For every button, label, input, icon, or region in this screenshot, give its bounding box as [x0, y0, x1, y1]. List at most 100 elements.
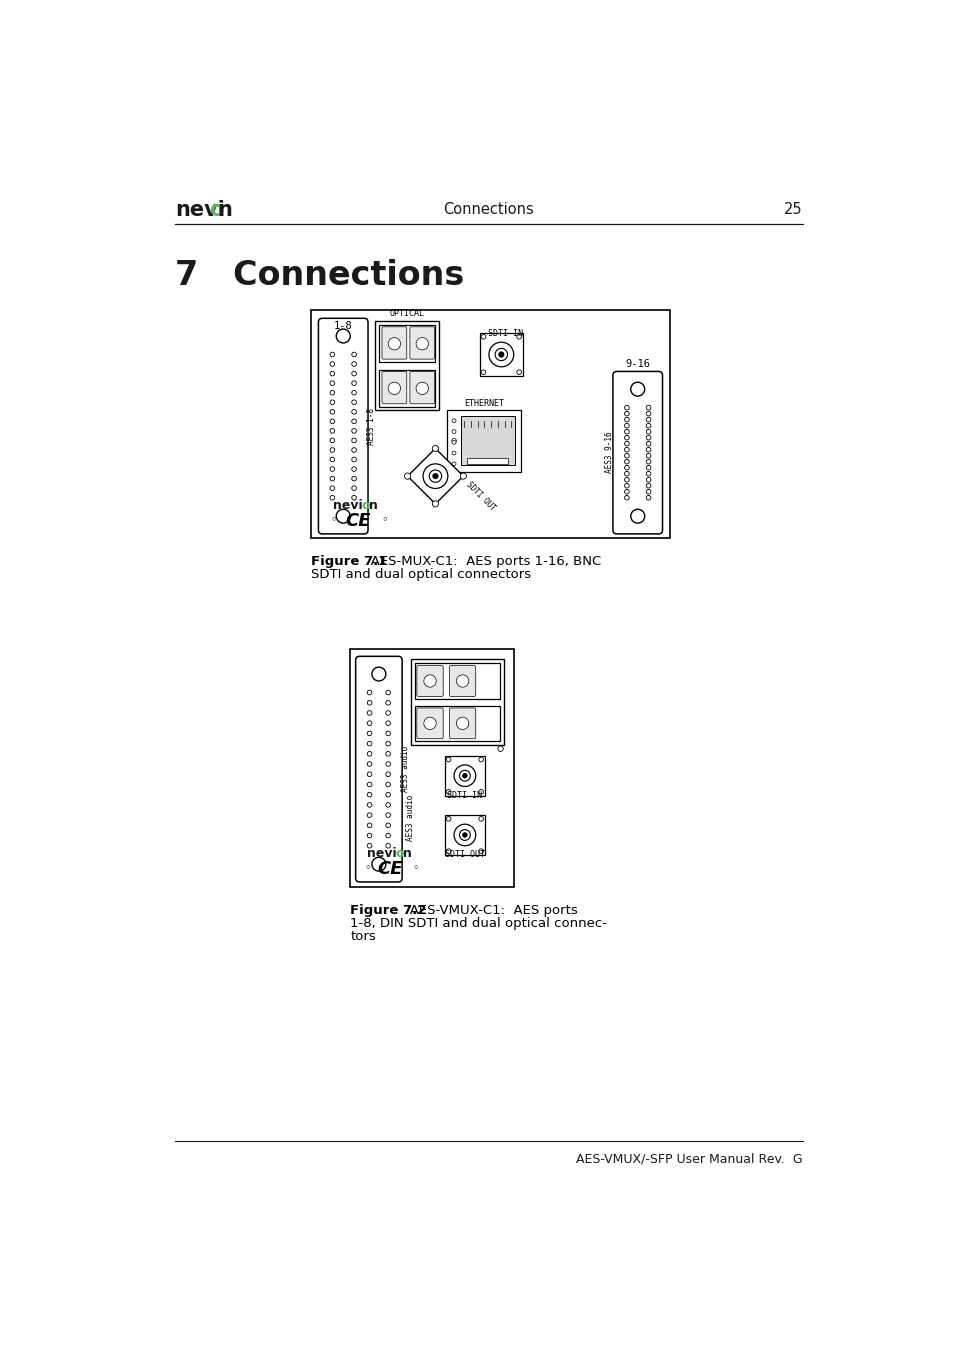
- Circle shape: [495, 348, 507, 360]
- Circle shape: [385, 792, 390, 796]
- Circle shape: [624, 454, 629, 458]
- Circle shape: [352, 400, 356, 405]
- Bar: [350, 648, 514, 887]
- Circle shape: [330, 477, 335, 481]
- Circle shape: [645, 429, 650, 433]
- Circle shape: [388, 382, 400, 394]
- Circle shape: [367, 813, 372, 817]
- Circle shape: [459, 771, 470, 782]
- Circle shape: [330, 495, 335, 500]
- Circle shape: [352, 458, 356, 462]
- Circle shape: [432, 501, 438, 508]
- Circle shape: [372, 667, 385, 680]
- Circle shape: [433, 474, 437, 479]
- Text: OPTICAL: OPTICAL: [389, 309, 424, 319]
- Bar: [467, 458, 508, 464]
- Circle shape: [645, 495, 650, 500]
- Circle shape: [645, 424, 650, 428]
- Circle shape: [459, 830, 470, 840]
- FancyBboxPatch shape: [449, 707, 476, 738]
- FancyBboxPatch shape: [612, 371, 661, 533]
- Text: 25: 25: [783, 202, 802, 217]
- Text: AES3 1-8: AES3 1-8: [366, 408, 375, 444]
- Circle shape: [478, 849, 483, 853]
- FancyBboxPatch shape: [355, 656, 402, 882]
- Circle shape: [385, 761, 390, 767]
- Circle shape: [645, 471, 650, 477]
- Circle shape: [330, 448, 335, 452]
- Circle shape: [624, 495, 629, 500]
- Circle shape: [478, 790, 483, 794]
- Circle shape: [645, 417, 650, 423]
- Bar: [479, 333, 522, 377]
- FancyBboxPatch shape: [416, 707, 443, 738]
- Bar: [311, 310, 669, 537]
- Circle shape: [367, 690, 372, 695]
- Circle shape: [388, 338, 400, 350]
- Bar: [447, 410, 520, 471]
- Bar: [378, 370, 435, 406]
- Circle shape: [330, 458, 335, 462]
- FancyBboxPatch shape: [449, 666, 476, 697]
- Circle shape: [456, 717, 468, 729]
- Circle shape: [385, 741, 390, 747]
- Circle shape: [446, 790, 451, 794]
- Circle shape: [385, 752, 390, 756]
- Circle shape: [624, 471, 629, 477]
- Bar: [444, 756, 484, 795]
- Text: SDTI IN: SDTI IN: [487, 329, 522, 338]
- Circle shape: [385, 710, 390, 716]
- Circle shape: [480, 335, 485, 339]
- Text: 1-8: 1-8: [334, 321, 353, 331]
- Circle shape: [352, 477, 356, 481]
- Circle shape: [645, 478, 650, 482]
- Circle shape: [624, 490, 629, 494]
- Circle shape: [367, 844, 372, 848]
- Circle shape: [422, 464, 447, 489]
- FancyBboxPatch shape: [416, 666, 443, 697]
- FancyBboxPatch shape: [410, 327, 435, 359]
- Text: n: n: [402, 846, 412, 860]
- Circle shape: [335, 509, 350, 524]
- Circle shape: [446, 817, 451, 821]
- Text: AES3 audio: AES3 audio: [400, 747, 409, 792]
- Circle shape: [498, 352, 503, 358]
- Text: SDTI OUT: SDTI OUT: [464, 479, 497, 513]
- Circle shape: [630, 509, 644, 524]
- Text: CE: CE: [345, 512, 371, 529]
- Circle shape: [645, 490, 650, 494]
- Circle shape: [352, 390, 356, 396]
- Circle shape: [352, 467, 356, 471]
- Text: ETHERNET: ETHERNET: [463, 398, 503, 408]
- Bar: [415, 663, 499, 699]
- FancyBboxPatch shape: [410, 371, 435, 404]
- Circle shape: [367, 701, 372, 705]
- Circle shape: [624, 424, 629, 428]
- Circle shape: [497, 747, 503, 752]
- Circle shape: [645, 447, 650, 452]
- Text: nevi: nevi: [174, 200, 225, 220]
- Circle shape: [478, 817, 483, 821]
- Text: nevi: nevi: [367, 846, 396, 860]
- Circle shape: [416, 338, 428, 350]
- Text: CE: CE: [377, 860, 403, 878]
- Text: SDTI IN: SDTI IN: [447, 791, 482, 799]
- Circle shape: [330, 439, 335, 443]
- Circle shape: [446, 849, 451, 853]
- Circle shape: [630, 382, 644, 396]
- Circle shape: [352, 448, 356, 452]
- Circle shape: [624, 466, 629, 470]
- Circle shape: [480, 370, 485, 374]
- Circle shape: [330, 467, 335, 471]
- Bar: [460, 416, 514, 466]
- Text: AES-MUX-C1:  AES ports 1-16, BNC: AES-MUX-C1: AES ports 1-16, BNC: [357, 555, 600, 568]
- Text: 1-8, DIN SDTI and dual optical connec-: 1-8, DIN SDTI and dual optical connec-: [350, 918, 606, 930]
- Text: AES-VMUX/-SFP User Manual Rev.  G: AES-VMUX/-SFP User Manual Rev. G: [576, 1153, 802, 1165]
- Circle shape: [645, 459, 650, 464]
- Circle shape: [452, 462, 456, 466]
- Text: ◦: ◦: [381, 516, 388, 525]
- Circle shape: [352, 495, 356, 500]
- Text: Connections: Connections: [443, 202, 534, 217]
- Circle shape: [330, 428, 335, 433]
- Circle shape: [624, 459, 629, 464]
